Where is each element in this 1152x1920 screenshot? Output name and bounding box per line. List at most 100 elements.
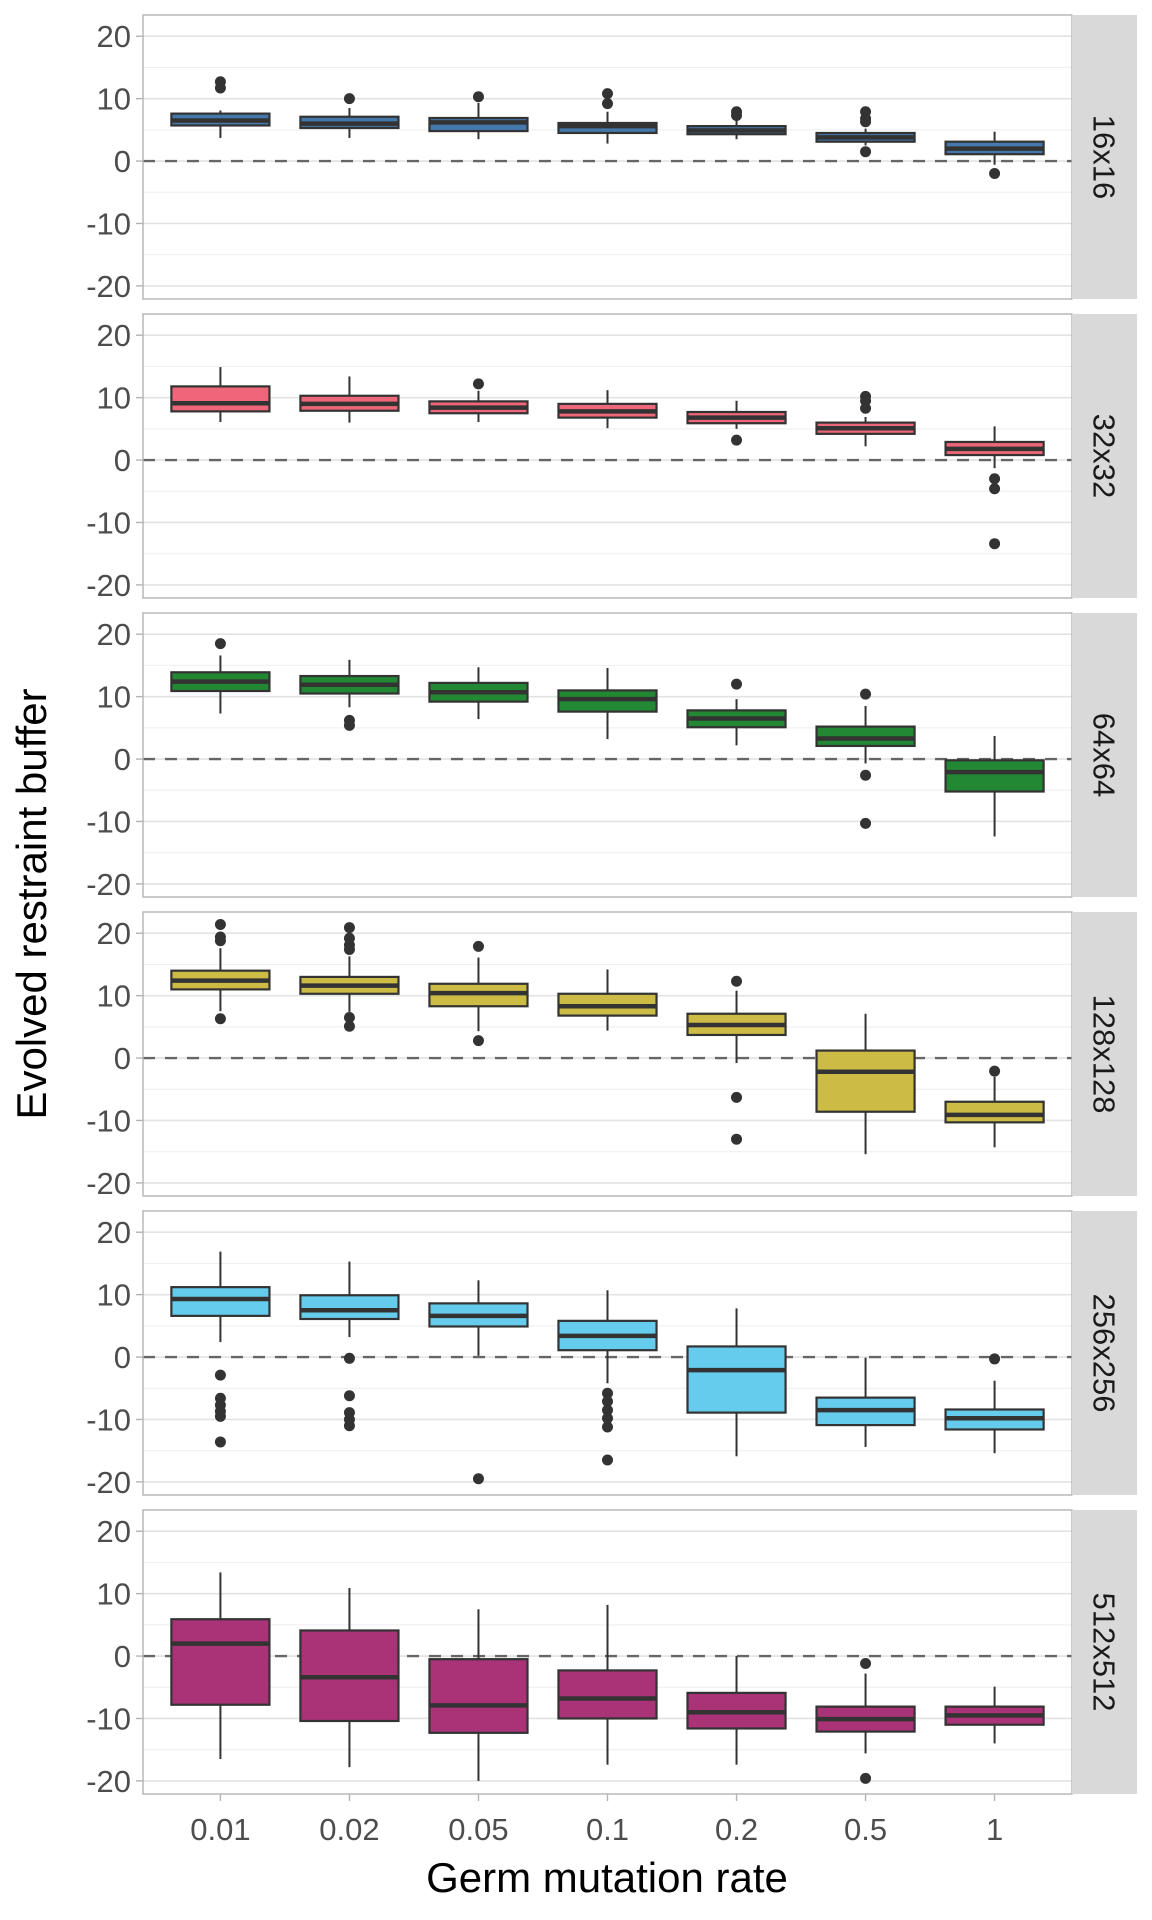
box-0.2 xyxy=(686,106,787,140)
x-tick-label: 0.2 xyxy=(715,1812,758,1847)
box-0.05 xyxy=(428,378,529,422)
outlier-point xyxy=(602,1412,613,1424)
panel-background xyxy=(143,15,1072,299)
box-0.1 xyxy=(557,1290,658,1466)
x-axis-title: Germ mutation rate xyxy=(426,1854,788,1901)
panel-256x256: -20 -10 0 10 20 256x256 xyxy=(86,1210,1137,1500)
box-0.2 xyxy=(686,1656,787,1765)
iqr-box xyxy=(170,385,271,413)
iqr-box xyxy=(815,1049,916,1113)
y-tick-label: -20 xyxy=(86,1166,131,1201)
y-tick-label: 0 xyxy=(114,144,131,179)
facet-strip xyxy=(1072,613,1137,897)
y-tick-label: 0 xyxy=(114,1041,131,1076)
outlier-point xyxy=(731,1133,743,1145)
panel-64x64: -20 -10 0 10 20 64x64 xyxy=(86,612,1137,902)
outlier-point xyxy=(343,1011,355,1023)
box-0.01 xyxy=(170,76,271,138)
iqr-box xyxy=(557,1669,658,1720)
iqr-box xyxy=(170,1618,271,1706)
panel-background xyxy=(143,314,1072,598)
x-tick-label: 1 xyxy=(986,1812,1003,1847)
y-tick-label: 10 xyxy=(97,381,131,416)
outlier-point xyxy=(860,817,872,829)
box-0.05 xyxy=(428,940,529,1047)
outlier-point xyxy=(602,1454,613,1466)
outlier-point xyxy=(860,769,872,781)
outlier-point xyxy=(731,975,743,987)
y-tick-label: -20 xyxy=(86,568,131,603)
y-tick-label: -10 xyxy=(86,804,131,839)
outlier-point xyxy=(989,538,1001,550)
box-0.01 xyxy=(170,918,271,1025)
y-tick-label: 20 xyxy=(97,19,131,54)
y-tick-label: 10 xyxy=(97,979,131,1014)
panel-background xyxy=(143,912,1072,1196)
outlier-point xyxy=(602,98,613,110)
outlier-point xyxy=(731,434,743,446)
iqr-box xyxy=(944,1100,1045,1124)
panel-32x32: -20 -10 0 10 20 32x32 xyxy=(86,313,1137,603)
facet-strip-label: 16x16 xyxy=(1087,115,1122,199)
outlier-point xyxy=(214,82,226,94)
outlier-point xyxy=(602,1404,613,1416)
outlier-point xyxy=(989,1353,1001,1365)
outlier-point xyxy=(989,483,1001,495)
box-0.5 xyxy=(815,1357,916,1447)
iqr-box xyxy=(686,1345,787,1414)
outlier-point xyxy=(343,922,355,934)
outlier-point xyxy=(343,1020,355,1032)
box-1 xyxy=(944,131,1045,180)
y-tick-label: 20 xyxy=(97,1514,131,1549)
panel-16x16: -20 -10 0 10 20 16x16 xyxy=(86,14,1137,304)
iqr-box xyxy=(944,759,1045,793)
outlier-point xyxy=(602,1387,613,1399)
y-tick-label: 0 xyxy=(114,742,131,777)
outlier-point xyxy=(472,1473,484,1485)
y-tick-label: 10 xyxy=(97,680,131,715)
y-tick-label: -20 xyxy=(86,269,131,304)
box-0.01 xyxy=(170,367,271,422)
box-0.02 xyxy=(299,1588,400,1768)
y-tick-label: -10 xyxy=(86,1103,131,1138)
panel-128x128: -20 -10 0 10 20 128x128 xyxy=(86,911,1137,1201)
outlier-point xyxy=(602,1421,613,1433)
box-0.5 xyxy=(815,390,916,447)
y-tick-label: 10 xyxy=(97,1577,131,1612)
box-0.05 xyxy=(428,91,529,140)
outlier-point xyxy=(731,109,743,121)
box-0.05 xyxy=(428,667,529,720)
y-tick-label: 20 xyxy=(97,318,131,353)
outlier-point xyxy=(343,1352,355,1364)
outlier-point xyxy=(989,1065,1001,1077)
outlier-point xyxy=(860,146,872,158)
outlier-point xyxy=(602,1395,613,1407)
box-0.1 xyxy=(557,88,658,144)
facet-strip-label: 512x512 xyxy=(1087,1593,1122,1712)
box-0.5 xyxy=(815,106,916,158)
outlier-point xyxy=(989,473,1001,485)
outlier-point xyxy=(214,638,226,650)
iqr-box xyxy=(428,1658,529,1734)
outlier-point xyxy=(472,1035,484,1047)
box-0.05 xyxy=(428,1609,529,1781)
y-tick-label: 20 xyxy=(97,617,131,652)
outlier-point xyxy=(214,1013,226,1025)
x-tick-label: 0.02 xyxy=(319,1812,379,1847)
y-tick-label: -10 xyxy=(86,1701,131,1736)
y-tick-label: -10 xyxy=(86,505,131,540)
facet-strip xyxy=(1072,314,1137,598)
outlier-point xyxy=(989,168,1001,180)
x-tick-label: 0.05 xyxy=(448,1812,508,1847)
box-0.01 xyxy=(170,638,271,714)
outlier-point xyxy=(860,116,872,128)
box-0.01 xyxy=(170,1251,271,1448)
facet-strip xyxy=(1072,1510,1137,1794)
facet-strip-label: 64x64 xyxy=(1087,713,1122,797)
iqr-box xyxy=(299,1294,400,1321)
y-tick-label: 0 xyxy=(114,443,131,478)
box-0.5 xyxy=(815,1658,916,1784)
box-0.02 xyxy=(299,376,400,423)
box-0.2 xyxy=(686,400,787,446)
